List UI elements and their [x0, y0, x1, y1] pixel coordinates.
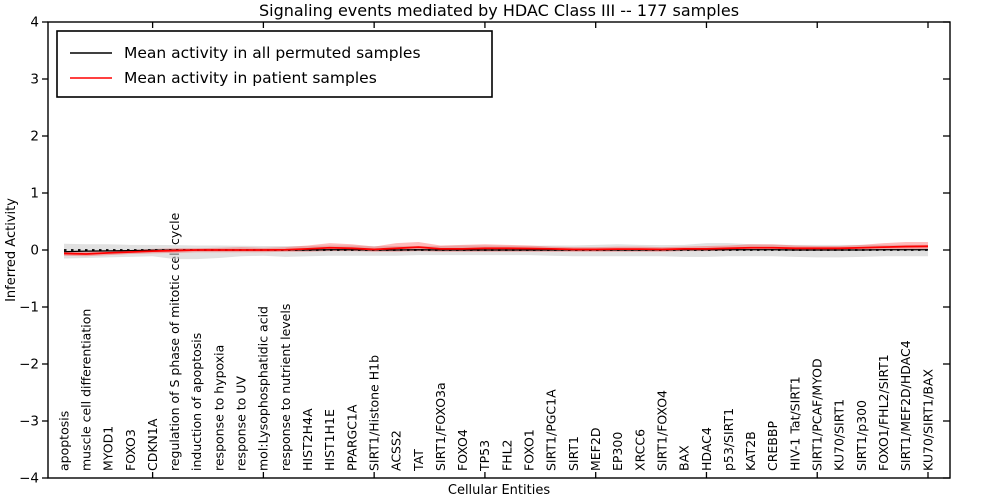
y-tick-label: 2 — [30, 129, 39, 145]
chart-title: Signaling events mediated by HDAC Class … — [259, 1, 739, 20]
x-tick-label: p53/SIRT1 — [721, 408, 736, 471]
x-tick-label: HDAC4 — [699, 427, 714, 471]
y-tick-label: 4 — [30, 15, 39, 31]
y-axis-label: Inferred Activity — [4, 198, 19, 302]
x-tick-label: HIST1H1E — [322, 409, 337, 471]
x-tick-label: SIRT1 — [566, 436, 581, 471]
x-tick-label: FHL2 — [499, 439, 514, 471]
y-tick-label: 0 — [30, 243, 39, 259]
x-tick-label: muscle cell differentiation — [78, 309, 93, 471]
x-tick-label: SIRT1/Histone H1b — [366, 355, 381, 471]
patient-mean-line — [63, 245, 929, 255]
x-tick-label: FOXO4 — [455, 429, 470, 471]
x-tick-label: XRCC6 — [632, 429, 647, 471]
x-tick-label: CREBBP — [765, 421, 780, 471]
x-tick-label: apoptosis — [56, 411, 71, 471]
x-tick-label: induction of apoptosis — [189, 333, 204, 471]
x-tick-label: FOXO1/FHL2/SIRT1 — [876, 354, 891, 471]
x-tick-label: response to hypoxia — [211, 345, 226, 471]
x-tick-label: CDKN1A — [145, 418, 160, 471]
x-tick-label: BAX — [677, 445, 692, 471]
x-tick-label: HIV-1 Tat/SIRT1 — [787, 376, 802, 471]
legend-box — [56, 30, 493, 98]
x-tick-label: ACSS2 — [389, 430, 404, 471]
y-tick-label: −1 — [19, 300, 39, 316]
x-tick-label: regulation of S phase of mitotic cell cy… — [167, 212, 182, 471]
x-tick-label: response to nutrient levels — [278, 304, 293, 471]
plot-area: apoptosis muscle cell differentiation MYOD… — [56, 212, 935, 472]
x-tick-label: SIRT1/FOXO4 — [654, 390, 669, 471]
x-tick-label: EP300 — [610, 432, 625, 471]
axis-layer: 4 3 2 1 0 −1 −2 −3 −4 — [19, 15, 950, 487]
x-tick-label: FOXO3 — [123, 429, 138, 471]
permuted-samples-range-band — [64, 243, 928, 260]
x-tick-label: SIRT1/PGC1A — [544, 389, 559, 471]
x-axis-label: Cellular Entities — [448, 483, 550, 498]
legend-label-permuted: Mean activity in all permuted samples — [124, 44, 421, 62]
y-tick-label: 3 — [30, 72, 39, 88]
x-tick-label: response to UV — [234, 376, 249, 471]
y-tick-label: −2 — [19, 357, 39, 373]
x-tick-label: TP53 — [477, 440, 492, 472]
y-tick-label: −3 — [19, 414, 39, 430]
x-tick-label: SIRT1/PCAF/MYOD — [810, 358, 825, 471]
y-tick-label: −4 — [19, 471, 39, 487]
x-tick-label: SIRT1/MEF2D/HDAC4 — [898, 340, 913, 471]
x-tick-label: SIRT1/FOXO3a — [433, 382, 448, 471]
y-tick-label: 1 — [30, 186, 39, 202]
x-tick-label: HIST2H4A — [300, 408, 315, 471]
x-tick-label: mol:Lysophosphatidic acid — [256, 306, 271, 471]
x-tick-label: TAT — [411, 449, 426, 472]
x-tick-label: SIRT1/p300 — [854, 400, 869, 471]
x-tick-label: PPARGC1A — [344, 404, 359, 471]
x-tick-label: MEF2D — [588, 428, 603, 471]
x-tick-label: FOXO1 — [522, 429, 537, 471]
x-tick-label: KU70/SIRT1 — [832, 399, 847, 471]
x-tick-label: KAT2B — [743, 431, 758, 471]
legend: Mean activity in all permuted samples Me… — [56, 30, 493, 98]
legend-label-patient: Mean activity in patient samples — [124, 69, 377, 87]
x-tick-label: MYOD1 — [101, 426, 116, 471]
x-tick-label: KU70/SIRT1/BAX — [920, 369, 935, 471]
